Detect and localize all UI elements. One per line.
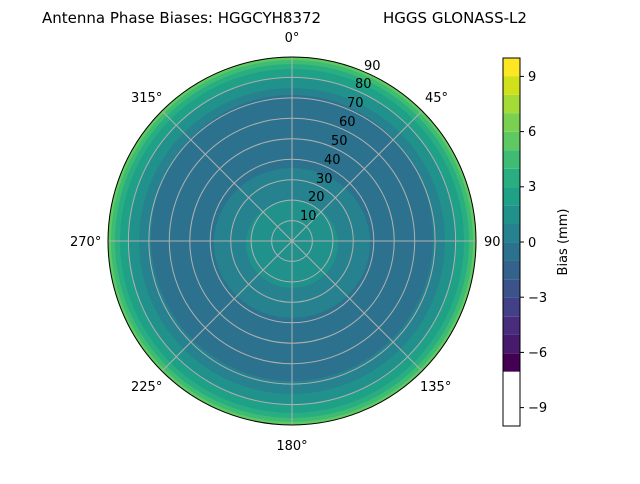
- radial-tick-70: 70: [347, 96, 364, 111]
- angular-tick-225: 225°: [131, 380, 162, 395]
- chart-title-right: HGGS GLONASS-L2: [383, 9, 527, 27]
- colorbar-tick-labels: 9 6 3 0 −3 −6 −9: [528, 70, 547, 416]
- angular-tick-0: 0°: [285, 31, 300, 46]
- angular-tick-labels: 0° 45° 90 135° 180° 225° 270° 315°: [70, 31, 501, 454]
- colorbar-tick-6: 6: [528, 125, 536, 140]
- angular-tick-45: 45°: [425, 91, 448, 106]
- angular-tick-270: 270°: [70, 235, 101, 250]
- angular-tick-90: 90: [484, 235, 501, 250]
- colorbar-tick-9: 9: [528, 70, 536, 85]
- colorbar-ticks: [520, 75, 524, 409]
- chart-title-left: Antenna Phase Biases: HGGCYH8372: [42, 9, 321, 27]
- angular-tick-135: 135°: [420, 380, 451, 395]
- colorbar-tick-m3: −3: [528, 291, 547, 306]
- colorbar-tick-m6: −6: [528, 346, 547, 361]
- radial-tick-90: 90: [364, 59, 381, 74]
- radial-tick-20: 20: [308, 190, 325, 205]
- polar-plot-area: 10 20 30 40 50 60 70 80 90 0° 45° 90 135…: [70, 31, 501, 454]
- colorbar-tick-0: 0: [528, 236, 536, 251]
- colorbar-label: Bias (mm): [556, 209, 571, 276]
- angular-tick-180: 180°: [276, 439, 307, 454]
- radial-tick-30: 30: [316, 172, 333, 187]
- colorbar-tick-3: 3: [528, 180, 536, 195]
- colorbar: 9 6 3 0 −3 −6 −9 Bias (mm): [502, 57, 571, 427]
- radial-tick-80: 80: [355, 77, 372, 92]
- angular-tick-315: 315°: [131, 91, 162, 106]
- colorbar-tick-m9: −9: [528, 401, 547, 416]
- radial-tick-40: 40: [324, 153, 341, 168]
- colorbar-bands: [503, 58, 520, 372]
- radial-tick-50: 50: [331, 134, 348, 149]
- radial-tick-10: 10: [300, 209, 317, 224]
- radial-tick-labels: 10 20 30 40 50 60 70 80 90: [300, 59, 381, 224]
- polar-spine: [107, 56, 477, 426]
- radial-tick-60: 60: [339, 115, 356, 130]
- angular-gridlines: [108, 57, 476, 425]
